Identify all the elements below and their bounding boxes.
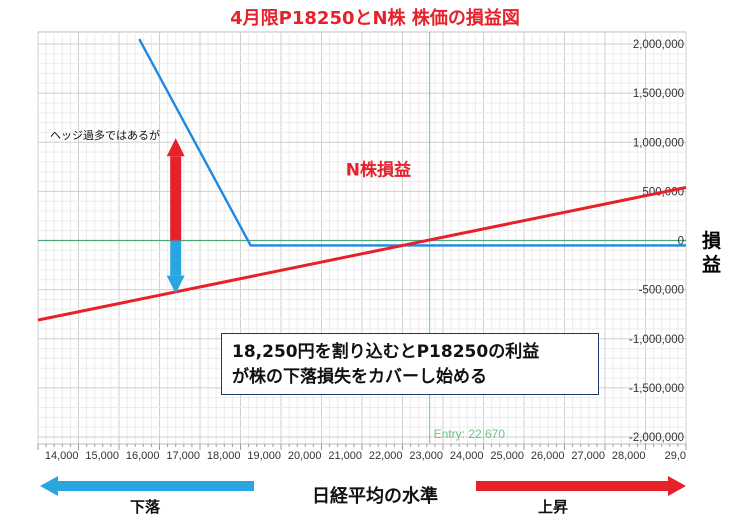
x-tick-label: 24,000 (450, 450, 484, 462)
y-axis-label-part2: 益 (702, 254, 722, 276)
x-tick-label: 22,000 (369, 450, 403, 462)
x-tick-label: 20,000 (288, 450, 322, 462)
y-tick-label: -1,500,000 (629, 383, 684, 395)
rise-label: 上昇 (538, 498, 569, 516)
y-tick-label: -500,000 (639, 285, 684, 297)
x-tick-label: 19,000 (247, 450, 281, 462)
y-axis-label-part1: 損 (702, 230, 722, 252)
entry-label: Entry: 22,670 (434, 427, 506, 441)
x-tick-label: 27,000 (571, 450, 605, 462)
x-tick-label: 15,000 (85, 450, 119, 462)
x-tick-label: 23,000 (409, 450, 443, 462)
y-tick-label: -1,000,000 (629, 334, 684, 346)
put-pnl-line (138, 38, 686, 247)
explanation-line-1: 18,250円を割り込むとP18250の利益 (232, 342, 540, 362)
stock-pnl-line (38, 185, 686, 322)
x-tick-label: 29,0 (665, 450, 686, 462)
explanation-line-2: が株の下落損失をカバーし始める (232, 367, 487, 387)
x-tick-label: 21,000 (328, 450, 362, 462)
chart-title: 4月限P18250とN株 株価の損益図 (230, 8, 520, 29)
x-axis-title: 日経平均の水準 (312, 486, 438, 507)
x-tick-label: 26,000 (531, 450, 565, 462)
decline-label: 下落 (130, 498, 161, 516)
y-tick-label: 0 (678, 236, 684, 248)
y-tick-label: 1,500,000 (633, 88, 684, 100)
decline-arrow (40, 476, 254, 496)
series-label: N株損益 (346, 160, 411, 181)
x-tick-label: 17,000 (166, 450, 200, 462)
rise-arrow (476, 476, 686, 496)
down-arrow-shaft (170, 240, 182, 276)
up-arrow-head (166, 138, 185, 157)
x-tick-label: 25,000 (490, 450, 524, 462)
x-tick-label: 14,000 (45, 450, 79, 462)
y-tick-label: 1,000,000 (633, 137, 684, 149)
down-arrow-head (166, 275, 185, 294)
up-arrow-shaft (170, 156, 182, 241)
x-tick-label: 18,000 (207, 450, 241, 462)
y-tick-label: -2,000,000 (629, 432, 684, 444)
x-tick-label: 28,000 (612, 450, 646, 462)
x-tick-label: 16,000 (126, 450, 160, 462)
hedge-note: ヘッジ過多ではあるが (50, 129, 160, 142)
y-tick-label: 2,000,000 (633, 39, 684, 51)
explanation-box: 18,250円を割り込むとP18250の利益 が株の下落損失をカバーし始める (221, 333, 599, 395)
